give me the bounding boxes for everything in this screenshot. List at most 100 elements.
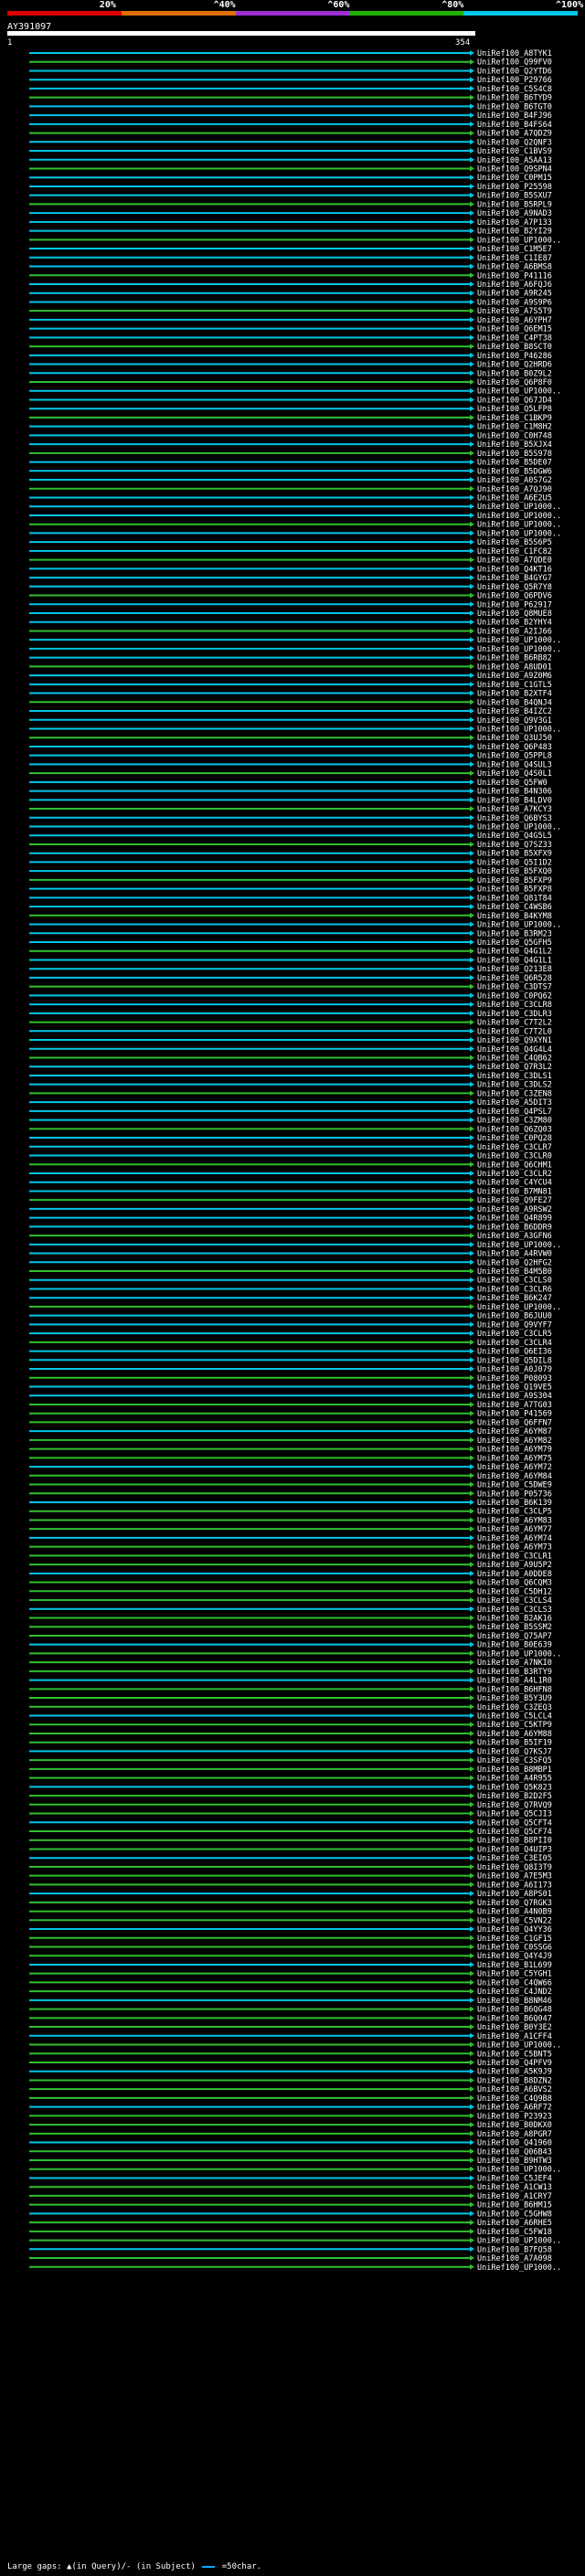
- hit-label[interactable]: UniRef100_Q4YY36: [477, 1925, 552, 1935]
- hit-label[interactable]: UniRef100_B4FS64: [477, 121, 552, 130]
- hit-label[interactable]: UniRef100_A9S304: [477, 1392, 552, 1401]
- hit-label[interactable]: UniRef100_C3CLS3: [477, 1606, 552, 1615]
- hit-label[interactable]: UniRef100_P41116: [477, 271, 552, 281]
- hit-label[interactable]: UniRef100_C0PQ62: [477, 991, 552, 1001]
- hit-label[interactable]: UniRef100_B5FXP9: [477, 876, 552, 885]
- hit-label[interactable]: UniRef100_Q99FV0: [477, 58, 552, 68]
- hit-label[interactable]: UniRef100_P46286: [477, 352, 552, 361]
- hit-label[interactable]: UniRef100_B4LDV0: [477, 796, 552, 805]
- hit-label[interactable]: UniRef100_B5RPL9: [477, 200, 552, 209]
- hit-label[interactable]: UniRef100_B5DGW6: [477, 467, 552, 476]
- hit-label[interactable]: UniRef100_A3GFN6: [477, 1232, 552, 1241]
- hit-label[interactable]: UniRef100_B6HM15: [477, 2201, 552, 2210]
- hit-label[interactable]: UniRef100_Q7R3L2: [477, 1063, 552, 1072]
- hit-label[interactable]: UniRef100_B3RTY9: [477, 1668, 552, 1677]
- hit-label[interactable]: UniRef100_B8NM46: [477, 1997, 552, 2006]
- hit-label[interactable]: UniRef100_A5DIT3: [477, 1098, 552, 1108]
- hit-label[interactable]: UniRef100_B6Q047: [477, 2014, 552, 2023]
- hit-label[interactable]: UniRef100_UP1000..: [477, 503, 561, 512]
- hit-label[interactable]: UniRef100_A9RSW2: [477, 1205, 552, 1214]
- hit-label[interactable]: UniRef100_B5S978: [477, 450, 552, 459]
- hit-label[interactable]: UniRef100_Q6EM15: [477, 325, 552, 334]
- hit-label[interactable]: UniRef100_B1L699: [477, 1961, 552, 1970]
- hit-label[interactable]: UniRef100_C1GF15: [477, 1935, 552, 1944]
- hit-label[interactable]: UniRef100_B6DDR9: [477, 1223, 552, 1232]
- hit-label[interactable]: UniRef100_A6RHE5: [477, 2219, 552, 2228]
- hit-label[interactable]: UniRef100_A1CW13: [477, 2183, 552, 2192]
- hit-label[interactable]: UniRef100_Q7RGK3: [477, 1899, 552, 1908]
- hit-label[interactable]: UniRef100_C0PM15: [477, 174, 552, 183]
- hit-label[interactable]: UniRef100_P05736: [477, 1489, 552, 1499]
- hit-label[interactable]: UniRef100_B0Z9L2: [477, 369, 552, 378]
- hit-label[interactable]: UniRef100_B6JUU0: [477, 1312, 552, 1321]
- hit-label[interactable]: UniRef100_C5LCL4: [477, 1712, 552, 1722]
- hit-label[interactable]: UniRef100_A6YM88: [477, 1730, 552, 1739]
- hit-label[interactable]: UniRef100_Q5PPL8: [477, 752, 552, 761]
- hit-label[interactable]: UniRef100_B0DKX0: [477, 2121, 552, 2130]
- hit-label[interactable]: UniRef100_Q6FFN7: [477, 1418, 552, 1427]
- hit-label[interactable]: UniRef100_C3CLR5: [477, 1330, 552, 1339]
- hit-label[interactable]: UniRef100_C1GTL5: [477, 681, 552, 690]
- hit-label[interactable]: UniRef100_Q9V3G1: [477, 716, 552, 726]
- hit-label[interactable]: UniRef100_Q7SZ33: [477, 841, 552, 850]
- hit-label[interactable]: UniRef100_C3CLR6: [477, 1285, 552, 1294]
- hit-label[interactable]: UniRef100_Q7RVQ9: [477, 1801, 552, 1810]
- hit-label[interactable]: UniRef100_C4YCU4: [477, 1179, 552, 1188]
- hit-label[interactable]: UniRef100_Q4G5L5: [477, 832, 552, 841]
- hit-label[interactable]: UniRef100_C3DTS7: [477, 983, 552, 992]
- hit-label[interactable]: UniRef100_Q6CHM1: [477, 1161, 552, 1170]
- hit-label[interactable]: UniRef100_Q5LFP8: [477, 405, 552, 414]
- hit-label[interactable]: UniRef100_B8MBP1: [477, 1765, 552, 1775]
- hit-label[interactable]: UniRef100_Q8I3T9: [477, 1863, 552, 1872]
- hit-label[interactable]: UniRef100_Q6BYS3: [477, 814, 552, 823]
- hit-label[interactable]: UniRef100_C5JEF4: [477, 2174, 552, 2183]
- hit-label[interactable]: UniRef100_UP1000..: [477, 387, 561, 397]
- hit-label[interactable]: UniRef100_Q19VE5: [477, 1383, 552, 1393]
- hit-label[interactable]: UniRef100_Q4G1L2: [477, 948, 552, 957]
- hit-label[interactable]: UniRef100_C3DLR3: [477, 1010, 552, 1019]
- hit-label[interactable]: UniRef100_C1IE87: [477, 254, 552, 263]
- hit-label[interactable]: UniRef100_P62917: [477, 600, 552, 610]
- hit-label[interactable]: UniRef100_B3RM23: [477, 929, 552, 938]
- hit-label[interactable]: UniRef100_C3CLR8: [477, 1001, 552, 1010]
- hit-label[interactable]: UniRef100_A4RVW0: [477, 1250, 552, 1259]
- hit-label[interactable]: UniRef100_Q4G4L4: [477, 1045, 552, 1055]
- hit-label[interactable]: UniRef100_Q6P8F0: [477, 378, 552, 387]
- hit-label[interactable]: UniRef100_C5DH12: [477, 1587, 552, 1596]
- hit-label[interactable]: UniRef100_B2AK16: [477, 1614, 552, 1623]
- hit-label[interactable]: UniRef100_B5SXU7: [477, 192, 552, 201]
- hit-label[interactable]: UniRef100_Q6ZQ03: [477, 1125, 552, 1134]
- hit-label[interactable]: UniRef100_Q41960: [477, 2139, 552, 2148]
- hit-label[interactable]: UniRef100_A2IJ66: [477, 627, 552, 636]
- hit-label[interactable]: UniRef100_Q4PSL7: [477, 1108, 552, 1117]
- hit-label[interactable]: UniRef100_B5DE07: [477, 459, 552, 468]
- hit-label[interactable]: UniRef100_C5VN22: [477, 1916, 552, 1925]
- hit-label[interactable]: UniRef100_UP1000..: [477, 1241, 561, 1250]
- hit-label[interactable]: UniRef100_A7A098: [477, 2254, 552, 2263]
- hit-label[interactable]: UniRef100_A6BVS2: [477, 2085, 552, 2094]
- hit-label[interactable]: UniRef100_Q6PDV6: [477, 592, 552, 601]
- hit-label[interactable]: UniRef100_Q7KSJ7: [477, 1747, 552, 1756]
- hit-label[interactable]: UniRef100_A7KCY3: [477, 805, 552, 814]
- hit-label[interactable]: UniRef100_A6YM72: [477, 1463, 552, 1472]
- hit-label[interactable]: UniRef100_A1CFF4: [477, 2032, 552, 2041]
- hit-label[interactable]: UniRef100_P25598: [477, 183, 552, 192]
- hit-label[interactable]: UniRef100_UP1000..: [477, 529, 561, 538]
- hit-label[interactable]: UniRef100_A6YM82: [477, 1436, 552, 1446]
- hit-label[interactable]: UniRef100_Q4PFV9: [477, 2059, 552, 2068]
- hit-label[interactable]: UniRef100_C0PQ28: [477, 1134, 552, 1143]
- hit-label[interactable]: UniRef100_B6RB82: [477, 654, 552, 663]
- hit-label[interactable]: UniRef100_B6TYD9: [477, 94, 552, 103]
- hit-label[interactable]: UniRef100_C3DLS2: [477, 1081, 552, 1090]
- hit-label[interactable]: UniRef100_B4FJ96: [477, 111, 552, 121]
- hit-label[interactable]: UniRef100_A5AA13: [477, 156, 552, 165]
- hit-label[interactable]: UniRef100_Q5CF74: [477, 1828, 552, 1837]
- hit-label[interactable]: UniRef100_C4Q9B8: [477, 2094, 552, 2104]
- hit-label[interactable]: UniRef100_A4L1R0: [477, 1677, 552, 1686]
- hit-label[interactable]: UniRef100_Q5CJI3: [477, 1810, 552, 1819]
- hit-label[interactable]: UniRef100_A0S7G2: [477, 476, 552, 485]
- hit-label[interactable]: UniRef100_Q5I1D2: [477, 858, 552, 867]
- hit-label[interactable]: UniRef100_C1FC82: [477, 547, 552, 557]
- hit-label[interactable]: UniRef100_C3CLR2: [477, 1170, 552, 1179]
- hit-label[interactable]: UniRef100_B6HFN8: [477, 1685, 552, 1694]
